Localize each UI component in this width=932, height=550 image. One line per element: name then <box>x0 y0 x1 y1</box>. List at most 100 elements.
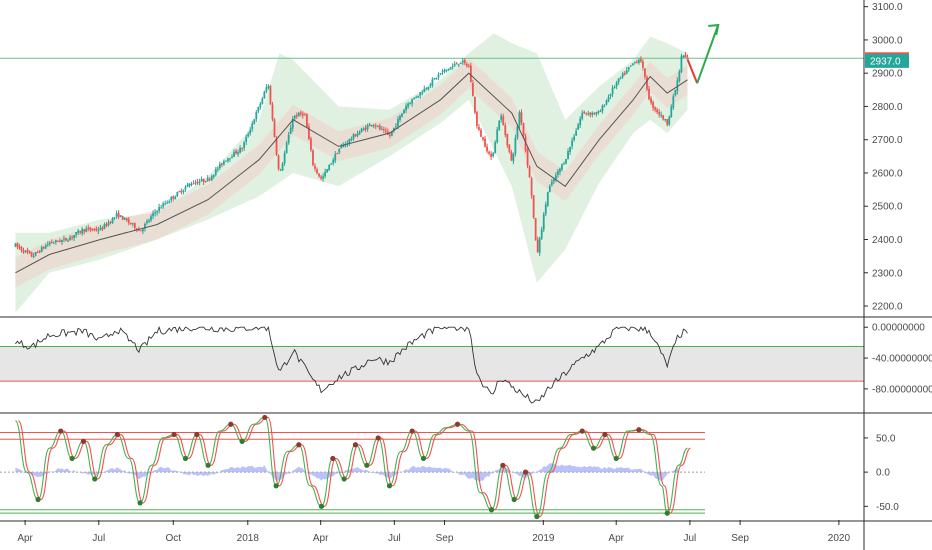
candle-body <box>91 229 94 231</box>
candle-body <box>233 151 235 157</box>
indicator-tick-label: 0.00000000 <box>872 323 925 334</box>
candle-body <box>413 97 416 99</box>
oscillator-signal-dot <box>35 496 41 503</box>
candle-body <box>368 124 371 127</box>
candle-body <box>172 196 175 199</box>
candle-body <box>265 87 268 92</box>
candle-body <box>63 238 65 240</box>
candle-body <box>160 207 163 209</box>
candle-body <box>61 239 63 242</box>
candle-body <box>471 83 474 96</box>
candle-body <box>678 71 681 82</box>
candle-body <box>107 222 110 226</box>
candle-body <box>465 63 468 66</box>
candle-body <box>316 169 318 174</box>
candle-body <box>218 163 221 169</box>
oscillator-signal-dot <box>579 428 585 434</box>
candle-body <box>439 73 442 75</box>
candle-body <box>44 245 47 249</box>
candle-body <box>113 217 116 219</box>
candle-body <box>587 113 590 115</box>
candle-body <box>405 105 407 111</box>
candle-body <box>480 129 482 137</box>
oscillator-signal-dot <box>409 428 415 434</box>
candle-body <box>308 126 310 140</box>
candle-body <box>526 149 529 166</box>
candle-body <box>544 204 547 214</box>
candle-body <box>445 69 448 71</box>
candle-body <box>642 61 644 68</box>
candle-body <box>532 195 535 218</box>
candle-body <box>279 169 282 171</box>
candle-body <box>152 213 154 216</box>
candle-body <box>42 247 45 249</box>
price-tick-label: 2600.0 <box>872 168 903 179</box>
oscillator-signal-dot <box>590 445 597 451</box>
candle-body <box>85 228 88 233</box>
candle-body <box>579 118 582 126</box>
candle-body <box>326 169 329 173</box>
candle-body <box>89 227 92 230</box>
candle-body <box>196 181 199 184</box>
candle-body <box>395 126 397 128</box>
candle-body <box>206 178 209 181</box>
candle-body <box>50 241 53 243</box>
candle-body <box>164 203 167 205</box>
oscillator-signal-dot <box>420 455 427 462</box>
candle-body <box>528 166 531 178</box>
candle-body <box>461 60 464 63</box>
price-tick-label: 2900.0 <box>872 69 903 80</box>
oscillator-signal-dot <box>386 483 393 489</box>
candle-body <box>571 140 573 147</box>
candle-body <box>431 79 434 86</box>
candle-body <box>166 202 169 204</box>
candle-body <box>162 203 165 207</box>
oscillator-signal-dot <box>273 483 279 489</box>
candle-body <box>178 191 181 193</box>
candle-body <box>48 242 51 244</box>
candle-body <box>382 129 385 131</box>
candle-body <box>67 240 69 242</box>
candle-body <box>407 103 410 107</box>
candle-body <box>447 68 450 70</box>
x-tick-label: Apr <box>17 533 33 544</box>
candle-body <box>518 112 521 126</box>
candle-body <box>583 111 586 113</box>
candle-body <box>670 106 673 118</box>
candle-body <box>425 88 428 90</box>
candle-body <box>476 112 478 126</box>
oscillator-signal-dot <box>171 431 177 438</box>
candle-body <box>356 133 359 136</box>
indicator-tick-label: -40.00000000 <box>872 354 932 365</box>
oscillator-signal-dot <box>205 462 211 468</box>
candle-body <box>174 196 177 200</box>
candle-body <box>378 125 381 130</box>
candle-body <box>301 113 304 116</box>
candle-body <box>320 176 322 179</box>
candle-body <box>399 115 401 121</box>
price-tick-label: 2200.0 <box>872 302 903 313</box>
candle-body <box>569 146 571 152</box>
candle-body <box>455 63 458 65</box>
price-tick-label: 3100.0 <box>872 2 903 13</box>
candle-body <box>585 112 588 114</box>
candle-body <box>243 142 246 149</box>
candle-body <box>269 85 272 105</box>
candle-body <box>18 246 21 248</box>
oscillator-signal-dot <box>613 455 619 462</box>
candle-body <box>334 154 337 161</box>
candle-body <box>350 138 353 140</box>
candle-body <box>237 152 239 155</box>
candle-body <box>220 163 223 165</box>
candle-body <box>291 118 294 129</box>
candle-body <box>627 67 630 70</box>
candle-body <box>148 220 150 222</box>
candle-body <box>534 218 537 241</box>
candle-body <box>158 207 161 211</box>
candle-body <box>591 112 594 116</box>
candle-body <box>567 151 569 159</box>
candle-body <box>684 54 687 58</box>
oscillator-tick-label: 50.0 <box>876 433 896 444</box>
candle-body <box>97 230 100 232</box>
candle-body <box>312 150 314 165</box>
